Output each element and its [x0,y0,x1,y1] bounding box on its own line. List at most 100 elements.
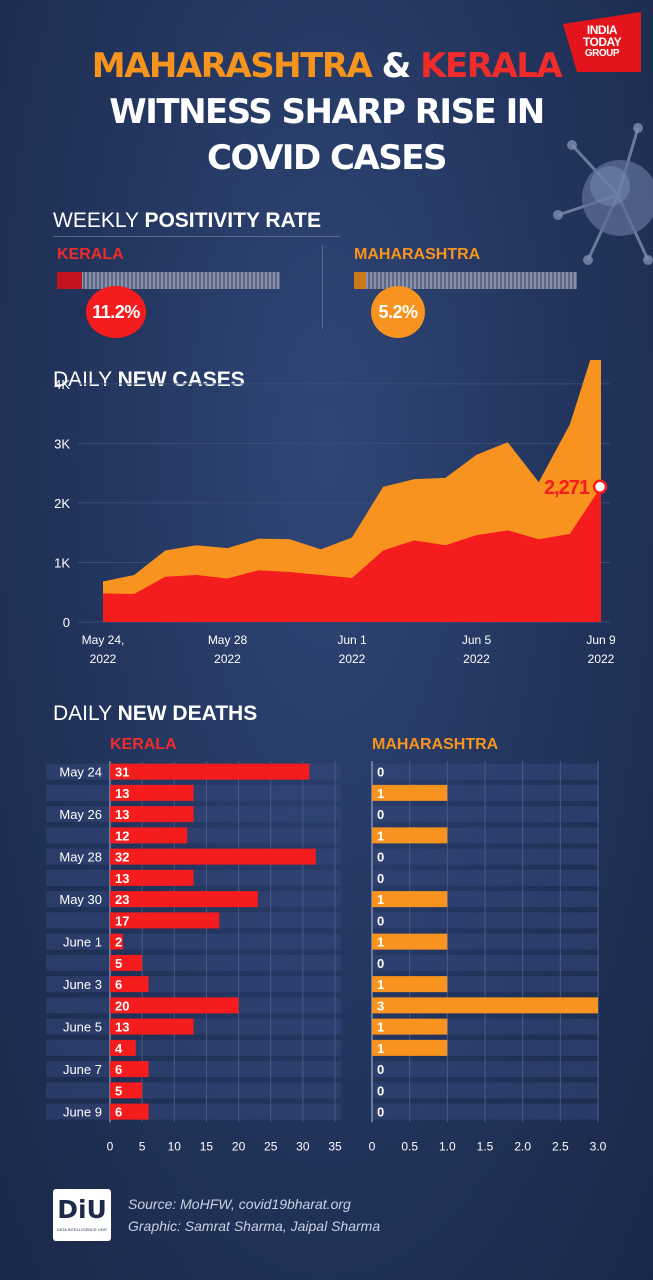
kerala-row-stripe [46,954,341,971]
kerala-deaths-bar [110,806,194,823]
maharashtra-deaths-title: MAHARASHTRA [372,736,499,753]
maharashtra-deaths-bar [372,1018,448,1035]
callout-label-kerala: 2,271 [544,477,590,499]
maharashtra-deaths-bar [372,1039,448,1056]
kerala-deaths-bar-value: 4 [115,1041,123,1056]
india-today-group-logo: INDIA TODAY GROUP [563,12,641,72]
maharashtra-deaths-x-tick-label: 1.0 [439,1139,456,1153]
cases-x-tick-year: 2022 [339,652,366,666]
kerala-deaths-bar-value: 13 [115,807,129,822]
callout-marker-kerala [592,479,608,495]
cases-y-tick-label: 1K [54,555,70,570]
maharashtra-deaths-x-tick-label: 2.0 [514,1139,531,1153]
positivity-heading-light: WEEKLY [53,209,145,232]
kerala-deaths-x-tick-label: 15 [200,1139,214,1153]
kerala-deaths-bar [110,1018,194,1035]
cases-y-tick-label: 4K [54,377,70,392]
kerala-deaths-x-tick-label: 20 [232,1139,246,1153]
kerala-cases-area [103,486,601,622]
maharashtra-deaths-bar-value: 0 [377,850,384,865]
footer-source: Source: MoHFW, covid19bharat.org [128,1196,351,1212]
logo-line-3: GROUP [584,48,620,59]
maharashtra-deaths-bar [372,933,448,950]
kerala-deaths-bar-value: 5 [115,956,122,971]
logo-line-1: INDIA [586,23,618,37]
cases-heading: DAILY NEW CASES [53,368,245,392]
kerala-positivity-bar [57,272,280,289]
kerala-deaths-bar-value: 23 [115,892,129,907]
cases-heading-light: DAILY [53,368,118,391]
kerala-deaths-bar [110,869,194,886]
cases-y-tick-label: 3K [54,436,70,451]
deaths-category-label: June 1 [63,935,102,950]
cases-x-tick-label: Jun 9 [586,633,616,647]
kerala-deaths-bar [110,1039,136,1056]
kerala-row-stripe [46,1082,341,1099]
kerala-positivity-value: 11.2% [86,286,146,338]
kerala-deaths-bar [110,891,258,908]
kerala-deaths-bar-value: 6 [115,1062,122,1077]
kerala-deaths-bar [110,848,316,865]
kerala-deaths-bar [110,954,143,971]
maharashtra-deaths-bar-value: 0 [377,807,384,822]
maharashtra-deaths-bar-value: 0 [377,1105,384,1120]
kerala-row-stripe [46,1039,341,1056]
deaths-heading: DAILY NEW DEATHS [53,702,257,726]
maharashtra-deaths-bar-value: 1 [377,786,384,801]
new-cases-chart: 0 1K 2K 3K 4K May 24, 2022 May 28 2022 Jun 1 2022 J… [54,360,616,666]
maharashtra-deaths-x-tick-label: 1.5 [477,1139,494,1153]
maharashtra-deaths-bar-value: 1 [377,977,384,992]
kerala-deaths-title: KERALA [110,736,177,753]
deaths-heading-bold: NEW DEATHS [117,702,258,725]
maharashtra-deaths-bar-value: 1 [377,935,384,950]
positivity-heading-bold: POSITIVITY RATE [144,209,322,232]
title-kerala: KERALA [420,46,563,86]
cases-x-tick-year: 2022 [214,652,241,666]
maharashtra-deaths-bar-value: 0 [377,1062,384,1077]
kerala-deaths-bar [110,976,149,993]
cases-y-tick-label: 2K [54,496,70,511]
kerala-deaths-bar [110,763,310,780]
kerala-deaths-bar-value: 20 [115,998,129,1013]
maharashtra-positivity-bar [354,272,577,289]
deaths-category-label: May 26 [59,807,102,822]
kerala-positivity-label: KERALA [57,246,124,263]
deaths-heading-light: DAILY [53,702,118,725]
kerala-deaths-bar [110,784,194,801]
logo-line-2: TODAY [582,35,622,49]
positivity-heading: WEEKLY POSITIVITY RATE [53,209,321,233]
cases-x-tick-label: Jun 1 [337,633,367,647]
title-ampersand: & [381,46,412,86]
cases-y-tick-label: 0 [63,615,70,630]
maharashtra-deaths-bar-value: 0 [377,871,384,886]
kerala-deaths-x-tick-label: 30 [296,1139,310,1153]
kerala-positivity-fill [57,272,82,289]
maharashtra-deaths-x-tick-label: 3.0 [590,1139,607,1153]
cases-heading-bold: NEW CASES [117,368,245,391]
kerala-deaths-bar-value: 13 [115,871,129,886]
virus-icon [553,123,653,265]
kerala-deaths-bar-value: 31 [115,765,129,780]
positivity-divider [322,245,323,329]
diu-logo: DiU DATA INTELLIGENCE UNIT [53,1189,111,1241]
maharashtra-deaths-bar-value: 1 [377,1020,384,1035]
cases-x-tick-label: Jun 5 [462,633,492,647]
maharashtra-deaths-bar-value: 0 [377,1083,384,1098]
positivity-heading-rule [53,236,340,237]
kerala-deaths-x-tick-label: 0 [107,1139,114,1153]
deaths-category-label: May 30 [59,892,102,907]
maharashtra-deaths-x-tick-label: 0 [369,1139,376,1153]
cases-x-tick-label: May 24, [82,633,125,647]
maharashtra-deaths-bar-value: 0 [377,913,384,928]
kerala-deaths-bar-value: 5 [115,1083,122,1098]
maharashtra-deaths-bar [372,976,448,993]
maharashtra-deaths-bar-value: 1 [377,828,384,843]
maharashtra-positivity-label: MAHARASHTRA [354,246,481,263]
kerala-deaths-bar-value: 2 [115,935,122,950]
kerala-deaths-bar [110,997,239,1014]
deaths-category-label: June 9 [63,1105,102,1120]
title-maharashtra: MAHARASHTRA [91,46,373,86]
kerala-deaths-bar-value: 32 [115,850,129,865]
cases-x-tick-year: 2022 [463,652,490,666]
